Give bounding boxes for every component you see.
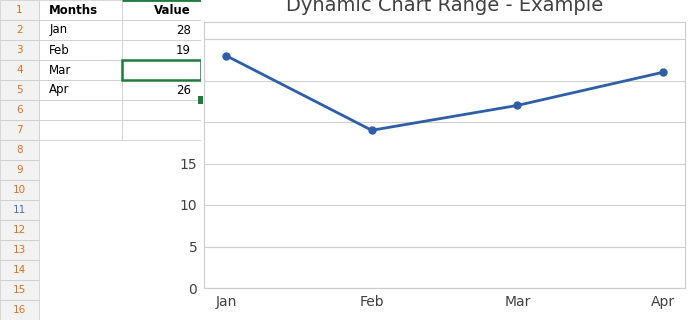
Text: Months: Months <box>49 4 98 17</box>
Bar <box>39 20 122 40</box>
Text: 26: 26 <box>176 84 190 97</box>
Text: 9: 9 <box>16 165 23 175</box>
Text: Jan: Jan <box>49 23 67 36</box>
Bar <box>122 100 201 120</box>
Bar <box>0 280 39 300</box>
Text: Value: Value <box>154 4 190 17</box>
Bar <box>0 300 39 320</box>
Bar <box>39 0 122 20</box>
Bar <box>39 120 122 140</box>
Bar <box>0 240 39 260</box>
Text: 5: 5 <box>16 85 23 95</box>
Bar <box>0 0 39 20</box>
Bar <box>199 97 203 104</box>
Text: 10: 10 <box>13 185 26 195</box>
Text: 28: 28 <box>176 23 190 36</box>
Text: Mar: Mar <box>49 63 71 76</box>
Text: Feb: Feb <box>49 44 70 57</box>
Bar <box>122 40 201 60</box>
Bar <box>122 60 201 80</box>
Bar <box>0 40 39 60</box>
Text: 13: 13 <box>13 245 26 255</box>
Text: 14: 14 <box>13 265 26 275</box>
Text: 4: 4 <box>16 65 23 75</box>
Text: 8: 8 <box>16 145 23 155</box>
Bar <box>0 20 39 40</box>
Bar <box>122 20 201 40</box>
Text: 6: 6 <box>16 105 23 115</box>
Bar <box>122 0 201 20</box>
Bar <box>39 80 122 100</box>
Text: 22: 22 <box>176 63 190 76</box>
Bar <box>0 100 39 120</box>
Text: 19: 19 <box>176 44 190 57</box>
Text: Apr: Apr <box>49 84 70 97</box>
Text: 12: 12 <box>13 225 26 235</box>
Text: 2: 2 <box>16 25 23 35</box>
Bar <box>0 160 39 180</box>
Bar <box>39 40 122 60</box>
Title: Dynamic Chart Range - Example: Dynamic Chart Range - Example <box>286 0 603 15</box>
Bar <box>0 180 39 200</box>
Bar <box>39 60 122 80</box>
Bar <box>122 80 201 100</box>
Bar <box>0 120 39 140</box>
Text: 15: 15 <box>13 285 26 295</box>
Text: 7: 7 <box>16 125 23 135</box>
Text: 11: 11 <box>13 205 26 215</box>
Bar <box>0 60 39 80</box>
Bar <box>0 80 39 100</box>
Text: 3: 3 <box>16 45 23 55</box>
Bar <box>0 200 39 220</box>
Bar <box>122 120 201 140</box>
Bar <box>0 220 39 240</box>
Bar <box>0 140 39 160</box>
Bar <box>0 260 39 280</box>
Bar <box>39 100 122 120</box>
Text: 1: 1 <box>16 5 23 15</box>
Text: 16: 16 <box>13 305 26 315</box>
